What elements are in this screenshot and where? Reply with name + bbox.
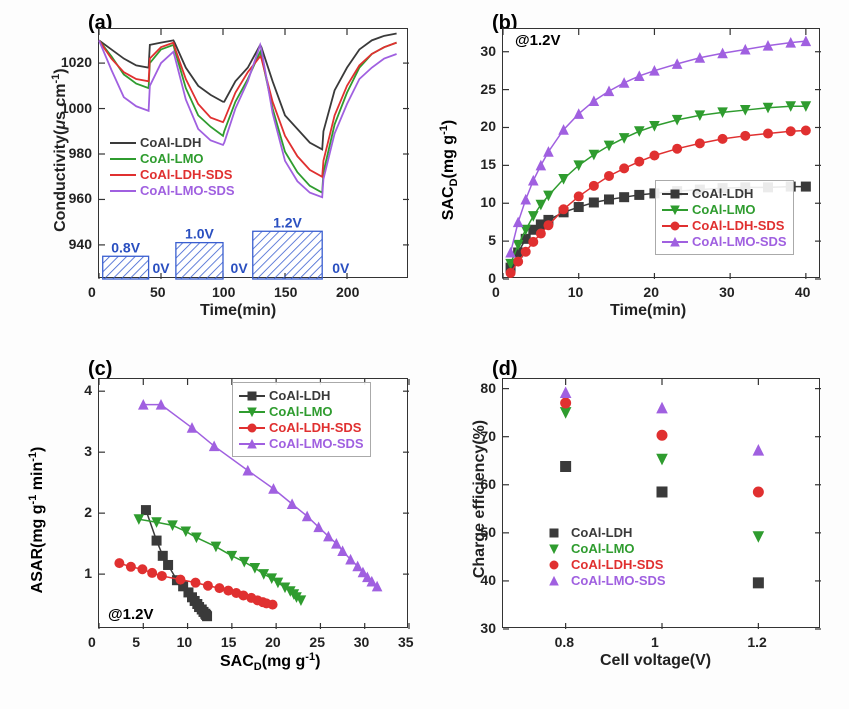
panel-d: (d) Cell voltage(V) Charge efficiency(%)…: [430, 360, 830, 680]
svg-text:ASAR(mg g-1 min-1): ASAR(mg g-1 min-1): [27, 447, 46, 594]
svg-text:0V: 0V: [152, 260, 170, 276]
legend-item: CoAl-LDH-SDS: [239, 420, 364, 435]
svg-text:1.2V: 1.2V: [273, 214, 302, 230]
legend-item: CoAl-LDH: [110, 135, 235, 150]
panel-c: (c) @1.2V SACD(mg g-1) ASAR(mg g-1 min-1…: [20, 360, 420, 680]
legend-item: CoAl-LDH-SDS: [662, 218, 787, 233]
svg-text:1.0V: 1.0V: [185, 226, 214, 242]
panel-c-legend: CoAl-LDHCoAl-LMOCoAl-LDH-SDSCoAl-LMO-SDS: [232, 382, 371, 457]
legend-item: CoAl-LDH-SDS: [541, 557, 666, 572]
legend-item: CoAl-LMO-SDS: [239, 436, 364, 451]
panel-d-legend: CoAl-LDHCoAl-LMOCoAl-LDH-SDSCoAl-LMO-SDS: [535, 520, 672, 593]
panel-d-xlabel: Cell voltage(V): [600, 652, 711, 670]
svg-text:0V: 0V: [231, 260, 249, 276]
legend-item: CoAl-LMO: [662, 202, 787, 217]
legend-item: CoAl-LMO: [541, 541, 666, 556]
panel-b-xlabel: Time(min): [610, 302, 686, 320]
panel-a: (a) 0.8V1.0V1.2V0V0V0V Time(min) Conduct…: [20, 10, 420, 330]
legend-item: CoAl-LDH: [662, 186, 787, 201]
figure-grid: (a) 0.8V1.0V1.2V0V0V0V Time(min) Conduct…: [0, 0, 849, 709]
panel-c-xlabel: SACD(mg g-1): [160, 648, 360, 674]
svg-text:SACD(mg g-1): SACD(mg g-1): [438, 120, 460, 220]
legend-item: CoAl-LDH: [541, 525, 666, 540]
legend-item: CoAl-LMO: [239, 404, 364, 419]
legend-item: CoAl-LMO-SDS: [541, 573, 666, 588]
svg-text:0V: 0V: [332, 260, 350, 276]
legend-item: CoAl-LMO-SDS: [110, 183, 235, 198]
panel-b: (b) @1.2V Time(min) SACD(mg g-1) 0102030…: [430, 10, 830, 330]
panel-c-annot: @1.2V: [108, 606, 153, 623]
legend-item: CoAl-LDH: [239, 388, 364, 403]
panel-a-ylabel: Conductivity(μs cm-1): [50, 50, 70, 250]
panel-b-ylabel: SACD(mg g-1): [438, 90, 468, 250]
legend-item: CoAl-LMO: [110, 151, 235, 166]
svg-text:0.8V: 0.8V: [111, 239, 140, 255]
legend-item: CoAl-LMO-SDS: [662, 234, 787, 249]
panel-c-ylabel: ASAR(mg g-1 min-1): [26, 420, 58, 620]
panel-a-legend: CoAl-LDHCoAl-LMOCoAl-LDH-SDSCoAl-LMO-SDS: [104, 130, 241, 203]
panel-a-xlabel: Time(min): [200, 302, 276, 320]
panel-b-annot: @1.2V: [515, 32, 560, 49]
panel-b-legend: CoAl-LDHCoAl-LMOCoAl-LDH-SDSCoAl-LMO-SDS: [655, 180, 794, 255]
svg-text:SACD(mg g-1): SACD(mg g-1): [220, 651, 320, 673]
legend-item: CoAl-LDH-SDS: [110, 167, 235, 182]
